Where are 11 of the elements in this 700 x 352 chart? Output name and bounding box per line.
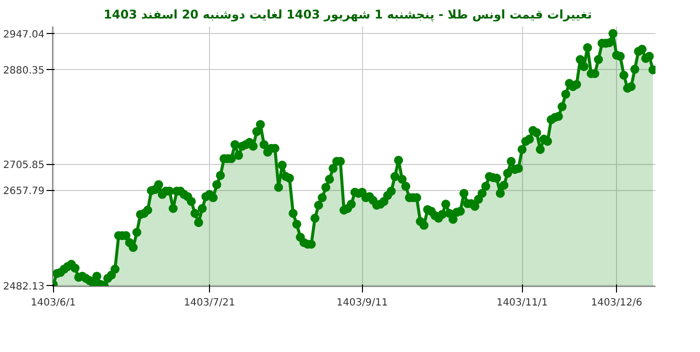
- y-tick-label: 2482.13: [3, 281, 45, 292]
- x-tick-label: 1403/12/6: [590, 298, 642, 308]
- x-tick-label: 1403/6/1: [30, 298, 76, 308]
- x-tick-label: 1403/7/21: [184, 298, 236, 308]
- x-tick-label: 1403/9/11: [336, 298, 388, 308]
- chart-title: تغییرات قیمت اونس طلا - پنجشنبه 1 شهریور 1403 لغایت دوشنبه 20 اسفند 1403: [104, 8, 592, 22]
- y-tick-label: 2705.85: [3, 160, 45, 172]
- x-tick-label: 1403/11/1: [496, 298, 548, 308]
- y-tick-label: 2657.79: [3, 186, 45, 198]
- y-tick-label: 2947.04: [3, 30, 45, 41]
- y-tick-label: 2880.35: [3, 66, 45, 77]
